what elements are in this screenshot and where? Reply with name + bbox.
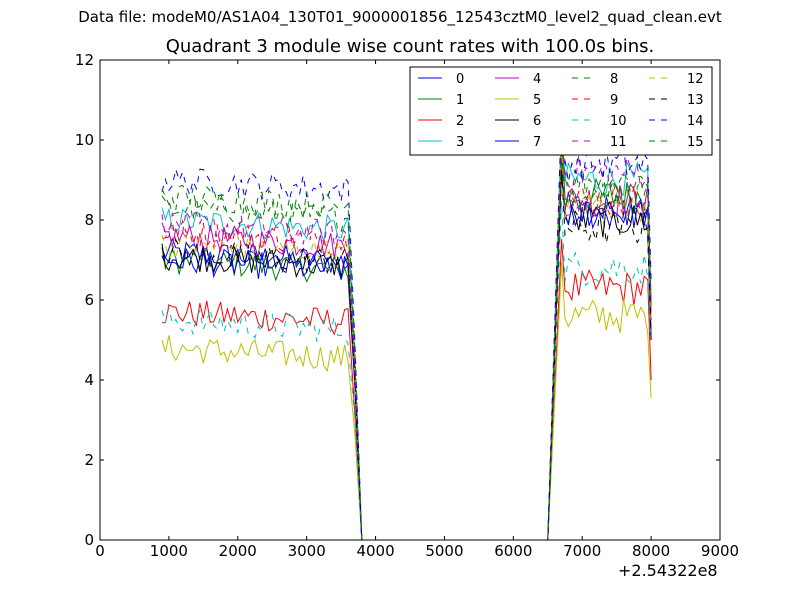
series-line-10 [161, 201, 652, 541]
legend-label-14: 14 [687, 114, 704, 129]
legend-label-8: 8 [610, 72, 618, 87]
y-tick-label: 2 [84, 451, 94, 469]
x-tick-label: 0 [95, 542, 105, 560]
series-line-11 [161, 112, 652, 541]
legend-box [409, 66, 713, 156]
series-line-9 [161, 151, 652, 541]
y-tick-label: 0 [84, 531, 94, 549]
y-tick-label: 12 [75, 51, 94, 69]
x-axis-offset-label: +2.54322e8 [618, 561, 718, 580]
legend-label-2: 2 [456, 114, 464, 129]
series-line-0 [161, 150, 652, 541]
x-tick-label: 4000 [356, 542, 394, 560]
x-tick-label: 6000 [494, 542, 532, 560]
series-line-6 [161, 168, 652, 541]
x-tick-label: 5000 [425, 542, 463, 560]
legend-label-11: 11 [610, 135, 627, 150]
chart-suptitle: Data file: modeM0/AS1A04_130T01_90000018… [78, 8, 722, 26]
series-line-3 [161, 122, 652, 541]
axes: 0 1000 2000 3000 4000 5000 6000 7000 8000 9000 0 2 4… [75, 51, 739, 560]
series-line-15 [161, 147, 652, 541]
legend-label-5: 5 [533, 93, 541, 108]
series-line-8 [161, 130, 652, 541]
series-line-14 [161, 108, 652, 541]
legend-label-1: 1 [456, 93, 464, 108]
legend-label-0: 0 [456, 72, 464, 87]
y-tick-label: 6 [84, 291, 94, 309]
legend-label-7: 7 [533, 135, 541, 150]
x-tick-label: 8000 [632, 542, 670, 560]
legend-label-9: 9 [610, 93, 618, 108]
series-line-2 [161, 239, 652, 541]
legend-label-6: 6 [533, 114, 541, 129]
legend-label-12: 12 [687, 72, 704, 87]
legend-label-10: 10 [610, 114, 627, 129]
series-line-13 [161, 171, 652, 541]
y-tick-label: 8 [84, 211, 94, 229]
x-tick-label: 7000 [563, 542, 601, 560]
legend-label-4: 4 [533, 72, 541, 87]
legend-label-13: 13 [687, 93, 704, 108]
x-tick-label: 2000 [219, 542, 257, 560]
legend-label-3: 3 [456, 135, 464, 150]
legend-label-15: 15 [687, 135, 704, 150]
x-tick-label: 9000 [701, 542, 739, 560]
series-line-5 [161, 262, 652, 541]
chart-title: Quadrant 3 module wise count rates with … [165, 36, 655, 57]
series-line-7 [161, 152, 652, 541]
x-tick-label: 3000 [288, 542, 326, 560]
y-tick-label: 4 [84, 371, 94, 389]
x-tick-label: 1000 [150, 542, 188, 560]
series-line-1 [161, 131, 652, 541]
plot-area [99, 59, 721, 541]
y-tick-label: 10 [75, 131, 94, 149]
series-lines [161, 108, 652, 541]
